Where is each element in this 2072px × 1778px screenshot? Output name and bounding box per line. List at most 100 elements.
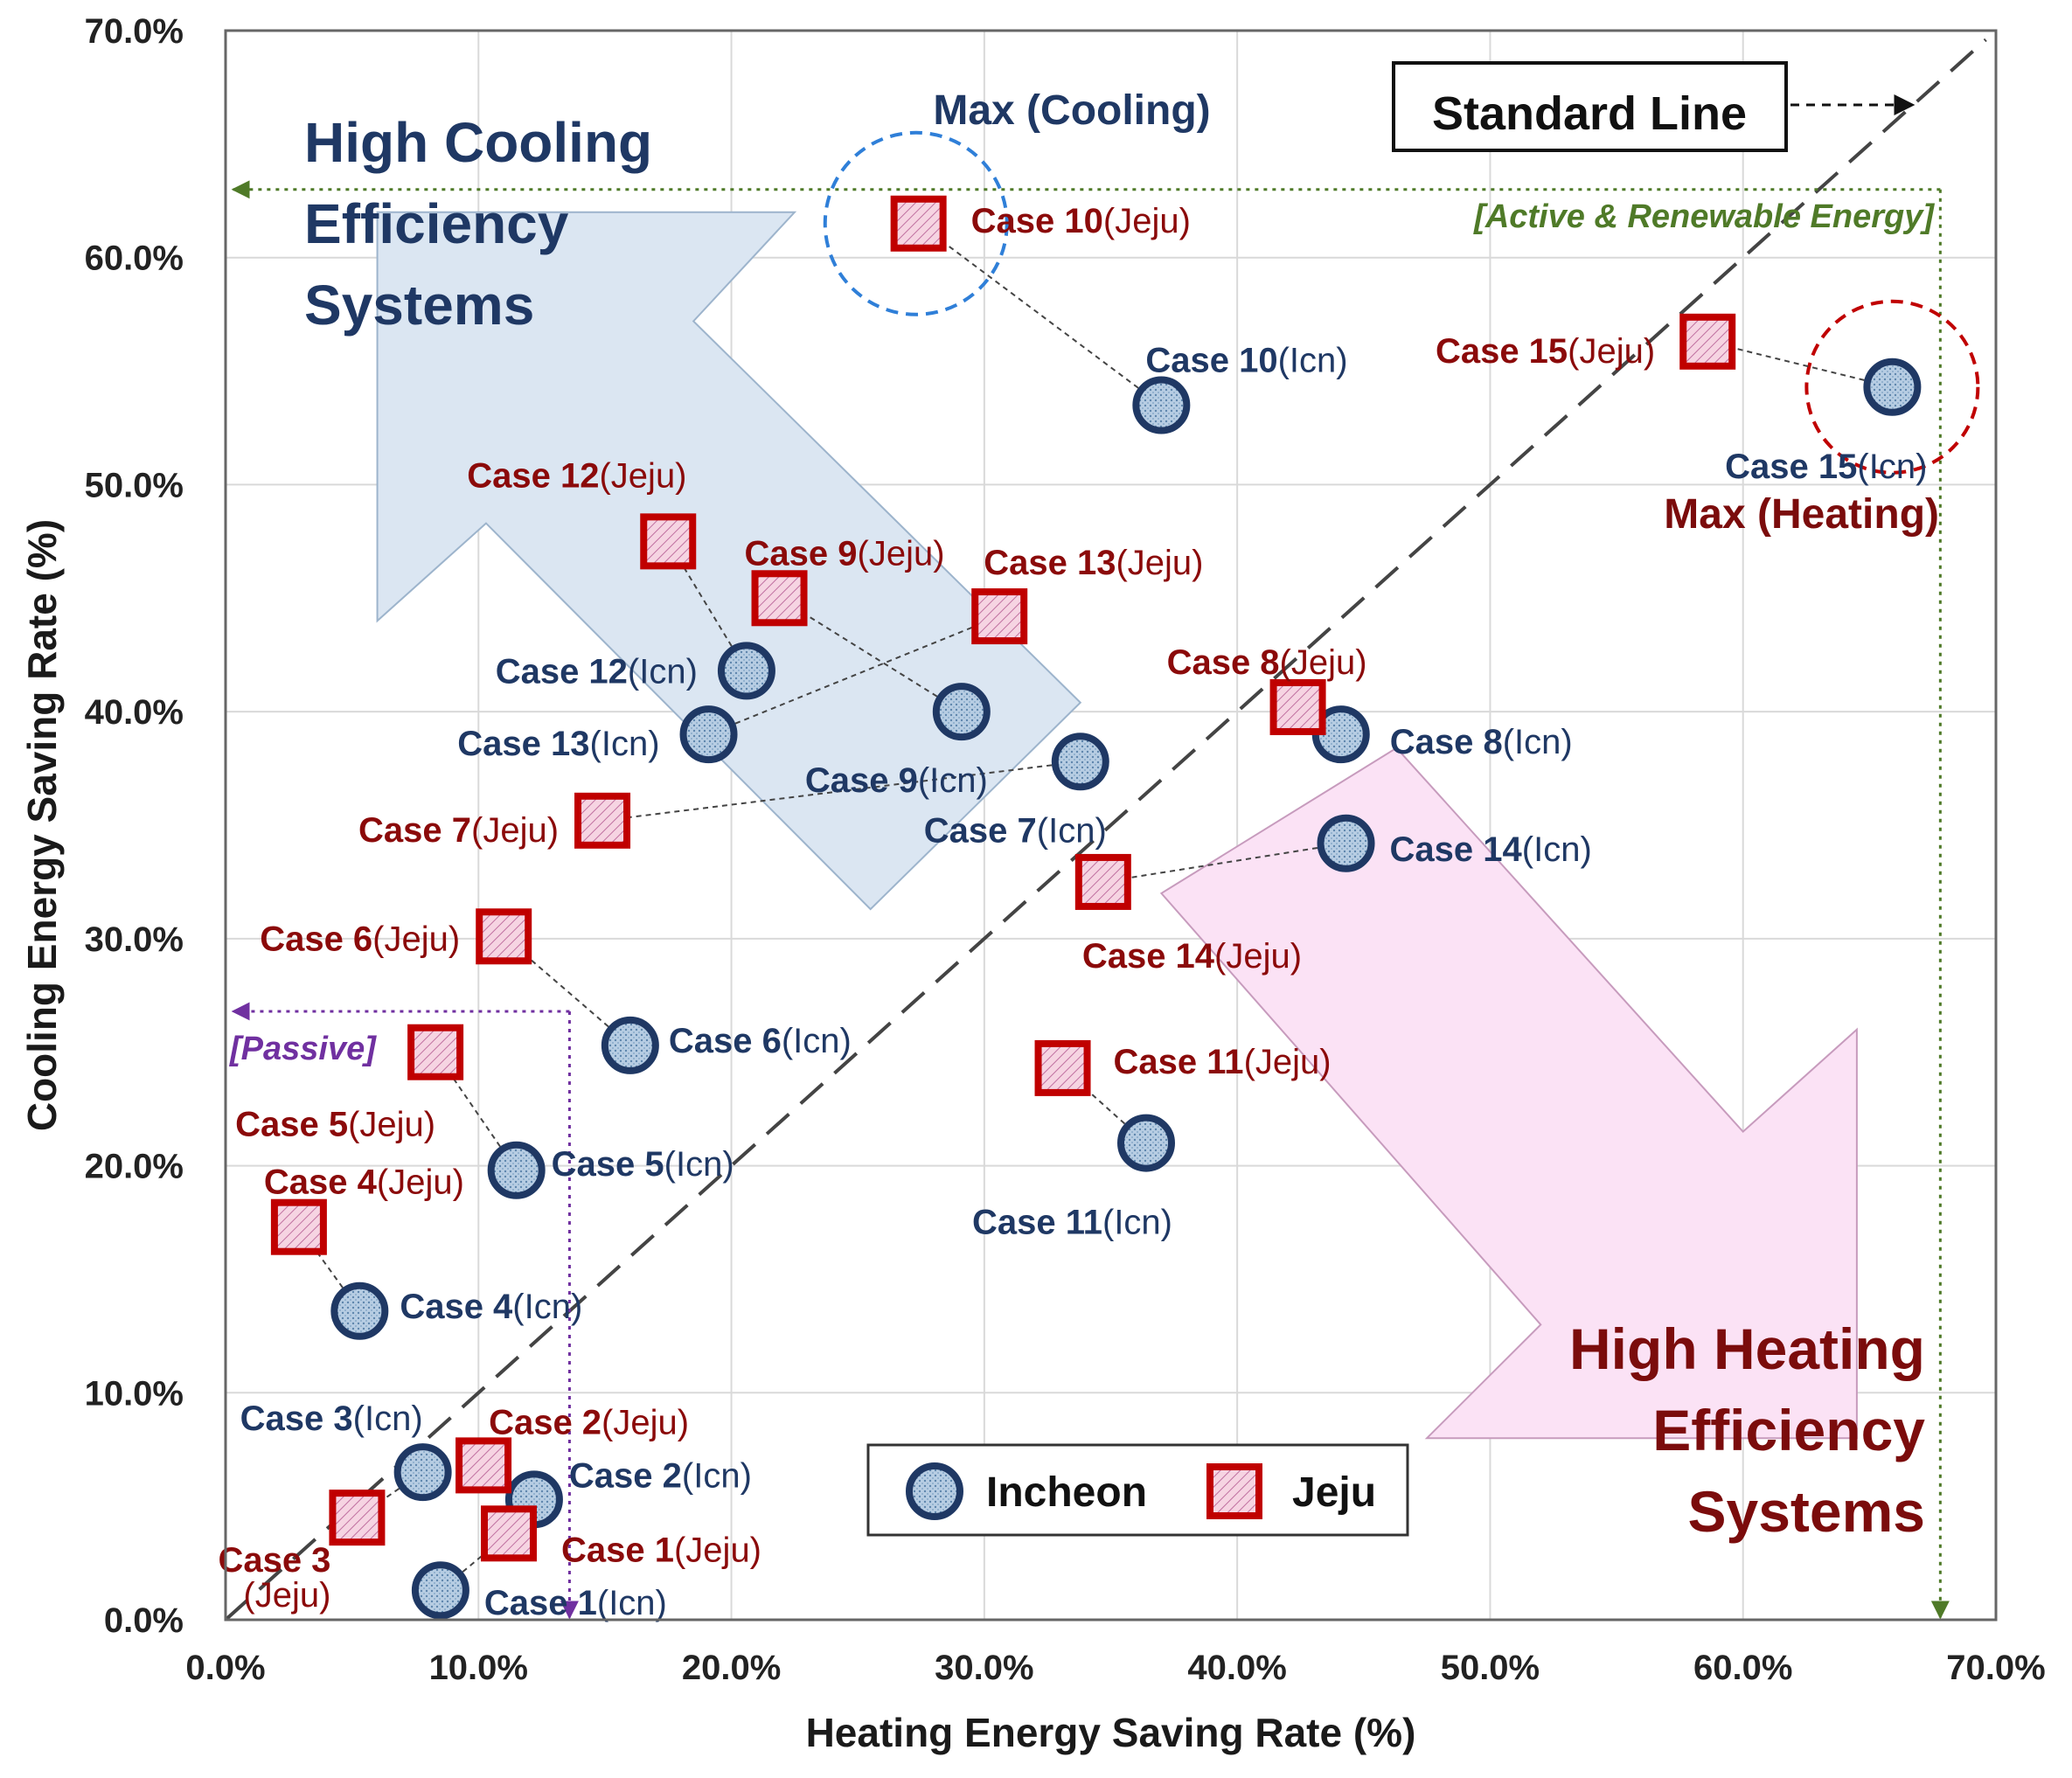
jeju-label-case-10: Case 10(Jeju) — [971, 202, 1191, 240]
y-tick-label: 10.0% — [85, 1374, 184, 1413]
incheon-point — [1117, 1114, 1175, 1172]
x-tick-label: 20.0% — [682, 1649, 781, 1687]
legend-incheon-marker — [906, 1462, 963, 1520]
jeju-label-case-9: Case 9(Jeju) — [745, 534, 945, 573]
incheon-point — [393, 1443, 452, 1502]
high-cooling-label: High Cooling — [304, 111, 652, 174]
active-renewable-label: [Active & Renewable Energy] — [1473, 198, 1935, 235]
incheon-point — [932, 683, 991, 741]
jeju-label-case-2: Case 2(Jeju) — [489, 1403, 689, 1441]
x-tick-label: 30.0% — [935, 1649, 1033, 1687]
incheon-label-case-11: Case 11(Icn) — [972, 1204, 1172, 1242]
connector-case-7 — [601, 761, 1081, 822]
jeju-point — [1034, 1039, 1091, 1096]
incheon-label-case-1: Case 1(Icn) — [484, 1584, 667, 1622]
jeju-label-case-12: Case 12(Jeju) — [467, 456, 686, 495]
point-labels: Case 1(Icn) Case 2(Icn) Case 3(Icn) Case 4(… — [218, 202, 1927, 1622]
standard-line-box — [1392, 61, 1788, 152]
incheon-label-case-13: Case 13(Icn) — [457, 725, 659, 763]
connector-case-14 — [1102, 842, 1346, 883]
high-heating-label: Systems — [1687, 1479, 1925, 1544]
high-heating-arrow — [1159, 747, 1858, 1440]
incheon-label-case-14: Case 14(Icn) — [1390, 830, 1592, 869]
high-cooling-label: Systems — [304, 274, 534, 337]
high-cooling-label: Efficiency — [304, 192, 569, 255]
incheon-point — [717, 642, 775, 700]
jeju-point — [455, 1437, 512, 1494]
plot-frame — [224, 29, 1998, 1622]
jeju-point — [329, 1490, 386, 1546]
x-tick-label: 60.0% — [1693, 1649, 1792, 1687]
incheon-point — [487, 1141, 546, 1199]
jeju-label-case-4: Case 4(Jeju) — [264, 1163, 464, 1202]
incheon-label-case-15: Case 15(Icn) — [1725, 448, 1927, 486]
x-tick-label: 70.0% — [1946, 1649, 2045, 1687]
connector-case-15 — [1707, 340, 1893, 388]
jeju-label-case-6: Case 6(Jeju) — [260, 920, 460, 958]
jeju-point — [1679, 313, 1736, 370]
legend-incheon-label: Incheon — [986, 1469, 1147, 1516]
max-heating-circle — [1804, 299, 1980, 475]
incheon-label-case-3: Case 3(Icn) — [240, 1399, 423, 1438]
jeju-label-case-13: Case 13(Jeju) — [984, 544, 1203, 582]
jeju-point — [971, 588, 1028, 645]
y-tick-label: 30.0% — [85, 920, 184, 959]
data-markers — [270, 195, 1922, 1620]
standard-line — [224, 38, 1987, 1622]
y-tick-label: 40.0% — [85, 693, 184, 732]
x-tick-label: 50.0% — [1441, 1649, 1540, 1687]
connector-case-13 — [708, 615, 1000, 736]
x-tick-label: 10.0% — [429, 1649, 528, 1687]
connector-case-4 — [298, 1226, 361, 1312]
incheon-point — [679, 705, 738, 764]
y-tick-label: 50.0% — [85, 466, 184, 504]
incheon-point — [1132, 376, 1191, 434]
incheon-label-case-12: Case 12(Icn) — [496, 652, 698, 691]
incheon-label-case-5: Case 5(Icn) — [552, 1145, 734, 1184]
legend-jeju-marker — [1206, 1463, 1262, 1519]
jeju-point — [476, 908, 532, 965]
incheon-label-case-4: Case 4(Icn) — [400, 1288, 582, 1326]
y-tick-label: 70.0% — [85, 12, 184, 51]
passive-label: [Passive] — [229, 1031, 377, 1067]
max-heating-label: Max (Heating) — [1664, 491, 1939, 538]
jeju-label-case-15: Case 15(Jeju) — [1436, 332, 1655, 371]
jeju-label-case-11: Case 11(Jeju) — [1114, 1043, 1332, 1081]
x-tick-label: 0.0% — [185, 1649, 265, 1687]
jeju-label-case-14: Case 14(Jeju) — [1082, 937, 1302, 976]
connector-case-9 — [779, 597, 963, 712]
high-heating-label: Efficiency — [1652, 1398, 1925, 1462]
incheon-point — [1051, 733, 1109, 791]
x-axis-title: Heating Energy Saving Rate (%) — [806, 1710, 1416, 1755]
jeju-label-case-5: Case 5(Jeju) — [235, 1106, 435, 1144]
jeju-point — [890, 195, 947, 252]
axes: 0.0% 10.0% 20.0% 30.0% 40.0% 50.0% 60.0% 70.0% 0… — [19, 12, 2046, 1755]
jeju-point — [574, 792, 631, 849]
annotations: Standard Line [Active & Renewable Energy]… — [229, 61, 1939, 1544]
jeju-point — [1269, 678, 1326, 735]
incheon-label-case-8: Case 8(Icn) — [1390, 723, 1573, 761]
jeju-label-case-1: Case 1(Jeju) — [561, 1531, 761, 1569]
max-cooling-label: Max (Cooling) — [933, 87, 1210, 134]
direction-arrows — [376, 211, 1858, 1440]
jeju-point — [640, 513, 697, 570]
jeju-label-case-3-region: (Jeju) — [243, 1576, 330, 1615]
standard-line-label: Standard Line — [1432, 87, 1747, 140]
max-cooling-circle — [823, 130, 1009, 316]
incheon-point — [1863, 358, 1922, 416]
jeju-point — [1074, 853, 1131, 910]
jeju-point — [270, 1198, 327, 1255]
y-tick-label: 0.0% — [104, 1601, 184, 1640]
y-axis-title: Cooling Energy Saving Rate (%) — [19, 519, 65, 1131]
reference-lines — [224, 38, 1987, 1622]
incheon-point — [411, 1561, 469, 1620]
jeju-label-case-3: Case 3 — [218, 1541, 330, 1580]
jeju-point — [407, 1024, 464, 1080]
jeju-label-case-8: Case 8(Jeju) — [1167, 643, 1367, 682]
high-cooling-arrow — [376, 211, 1082, 911]
incheon-label-case-7: Case 7(Icn) — [924, 811, 1107, 850]
legend-jeju-label: Jeju — [1292, 1469, 1376, 1516]
incheon-point — [1317, 814, 1375, 872]
jeju-point — [481, 1505, 537, 1562]
